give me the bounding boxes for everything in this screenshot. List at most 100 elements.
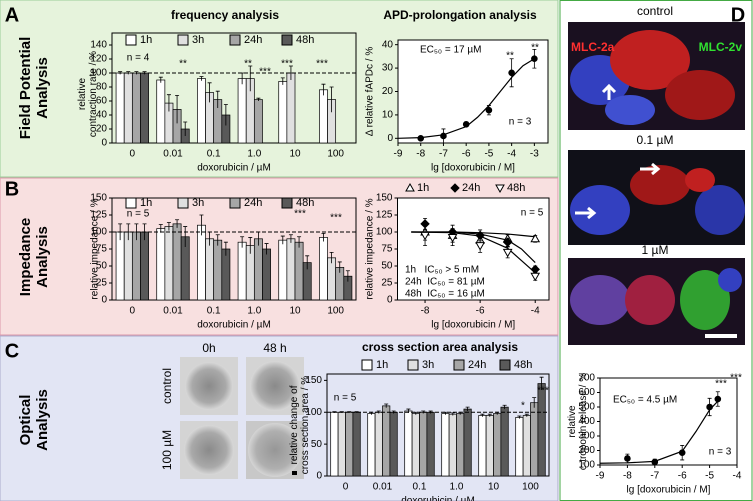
- section-label: Optical: [17, 395, 34, 446]
- y-tick-label: 80: [96, 82, 108, 93]
- bar: [426, 411, 435, 477]
- point: [530, 272, 541, 282]
- point: [678, 449, 686, 456]
- error-bar: [126, 71, 131, 75]
- y-axis-label: relative impedance / %: [365, 198, 376, 299]
- bar: [345, 411, 354, 477]
- legend-swatch: [229, 34, 241, 46]
- legend-swatch: [125, 197, 137, 209]
- bar: [448, 413, 457, 477]
- legend-swatch: [281, 197, 293, 209]
- legend-swatch: [177, 34, 189, 46]
- bar: [140, 231, 149, 301]
- error-bar: [240, 236, 245, 248]
- error-bar: [280, 235, 285, 245]
- error-bar: [215, 90, 220, 108]
- bar: [367, 413, 376, 477]
- legend-label: 24h: [468, 359, 486, 371]
- legend-label: 1h: [417, 182, 429, 194]
- point: [485, 106, 493, 114]
- error-bar: [199, 76, 204, 81]
- y-axis-label: relative impedance / %: [90, 198, 101, 299]
- y-axis-label: relative change of: [289, 385, 300, 464]
- error-bar: [166, 94, 171, 112]
- annotation: 1h IC₅₀ > 5 mM: [405, 265, 479, 276]
- annotation: **: [244, 59, 252, 70]
- legend-swatch: [229, 197, 241, 209]
- chart-title: APD-prolongation analysis: [383, 8, 537, 22]
- x-tick-label: -6: [476, 306, 485, 317]
- error-bar: [207, 82, 212, 103]
- legend-swatch: [453, 359, 465, 371]
- x-axis-label: lg [doxorubicin / M]: [431, 163, 515, 174]
- bar: [493, 413, 502, 477]
- legend-marker: [495, 184, 505, 194]
- error-bar: [480, 413, 485, 417]
- y-tick-label: 400: [578, 416, 595, 427]
- x-tick-label: -8: [623, 471, 632, 482]
- y-tick-label: 150: [90, 193, 107, 204]
- x-tick-label: -6: [678, 471, 687, 482]
- error-bar: [288, 234, 293, 243]
- annotation: ***: [294, 209, 306, 220]
- point: [420, 231, 430, 241]
- bar: [389, 411, 398, 477]
- bar: [404, 410, 413, 477]
- bar: [253, 99, 263, 144]
- x-tick-label: 100: [522, 482, 539, 493]
- x-tick-label: -4: [507, 149, 516, 160]
- point: [440, 132, 447, 140]
- x-tick-label: 0.01: [163, 306, 183, 317]
- y-tick-label: 700: [578, 373, 595, 384]
- error-bar: [539, 376, 544, 390]
- error-bar: [321, 232, 326, 242]
- plot-frame: [111, 32, 357, 144]
- error-bar: [175, 95, 180, 124]
- section-label: Field Potential: [17, 37, 34, 140]
- point: [502, 248, 513, 258]
- section-label: Analysis: [34, 226, 51, 288]
- bar: [286, 72, 296, 144]
- error-bar: [502, 404, 507, 410]
- annotation: n = 5: [521, 208, 544, 219]
- error-bar: [517, 415, 522, 419]
- plot-frame: [397, 39, 549, 144]
- error-bar: [524, 413, 529, 417]
- legend-swatch: [281, 34, 293, 46]
- error-bar: [345, 270, 350, 282]
- stain-label: MLC-2v: [699, 40, 743, 54]
- bar: [123, 231, 133, 301]
- y-tick-label: 50: [381, 261, 393, 272]
- point: [624, 455, 631, 462]
- image-col-label: 48 h: [263, 341, 286, 355]
- legend-swatch: [125, 34, 137, 46]
- error-bar: [248, 65, 253, 92]
- legend-marker: [450, 183, 460, 193]
- x-tick-label: 0.01: [163, 149, 183, 160]
- bar: [262, 248, 271, 301]
- error-bar: [450, 412, 455, 416]
- error-bar: [175, 219, 180, 228]
- bar: [515, 417, 524, 477]
- y-tick-label: 500: [578, 402, 595, 413]
- x-tick-label: -3: [530, 149, 539, 160]
- image-col-label: 0h: [202, 341, 215, 355]
- y-axis-label: contraction rate / %: [88, 51, 99, 137]
- bar: [115, 72, 125, 144]
- x-tick-label: -8: [421, 306, 430, 317]
- x-tick-label: 0: [130, 149, 136, 160]
- x-tick-label: 0: [130, 306, 136, 317]
- image-label: 1 µM: [642, 243, 669, 257]
- x-tick-label: 0.1: [413, 482, 427, 493]
- x-tick-label: 1.0: [450, 482, 464, 493]
- error-bar: [297, 236, 302, 248]
- annotation: n = 4: [127, 53, 150, 64]
- bar: [221, 248, 231, 301]
- annotation: ***: [537, 386, 549, 397]
- annotation: ***: [316, 59, 328, 70]
- y-tick-label: 100: [376, 227, 393, 238]
- bar: [441, 413, 450, 477]
- y-tick-label: 150: [305, 375, 322, 386]
- plot-frame: [326, 373, 550, 477]
